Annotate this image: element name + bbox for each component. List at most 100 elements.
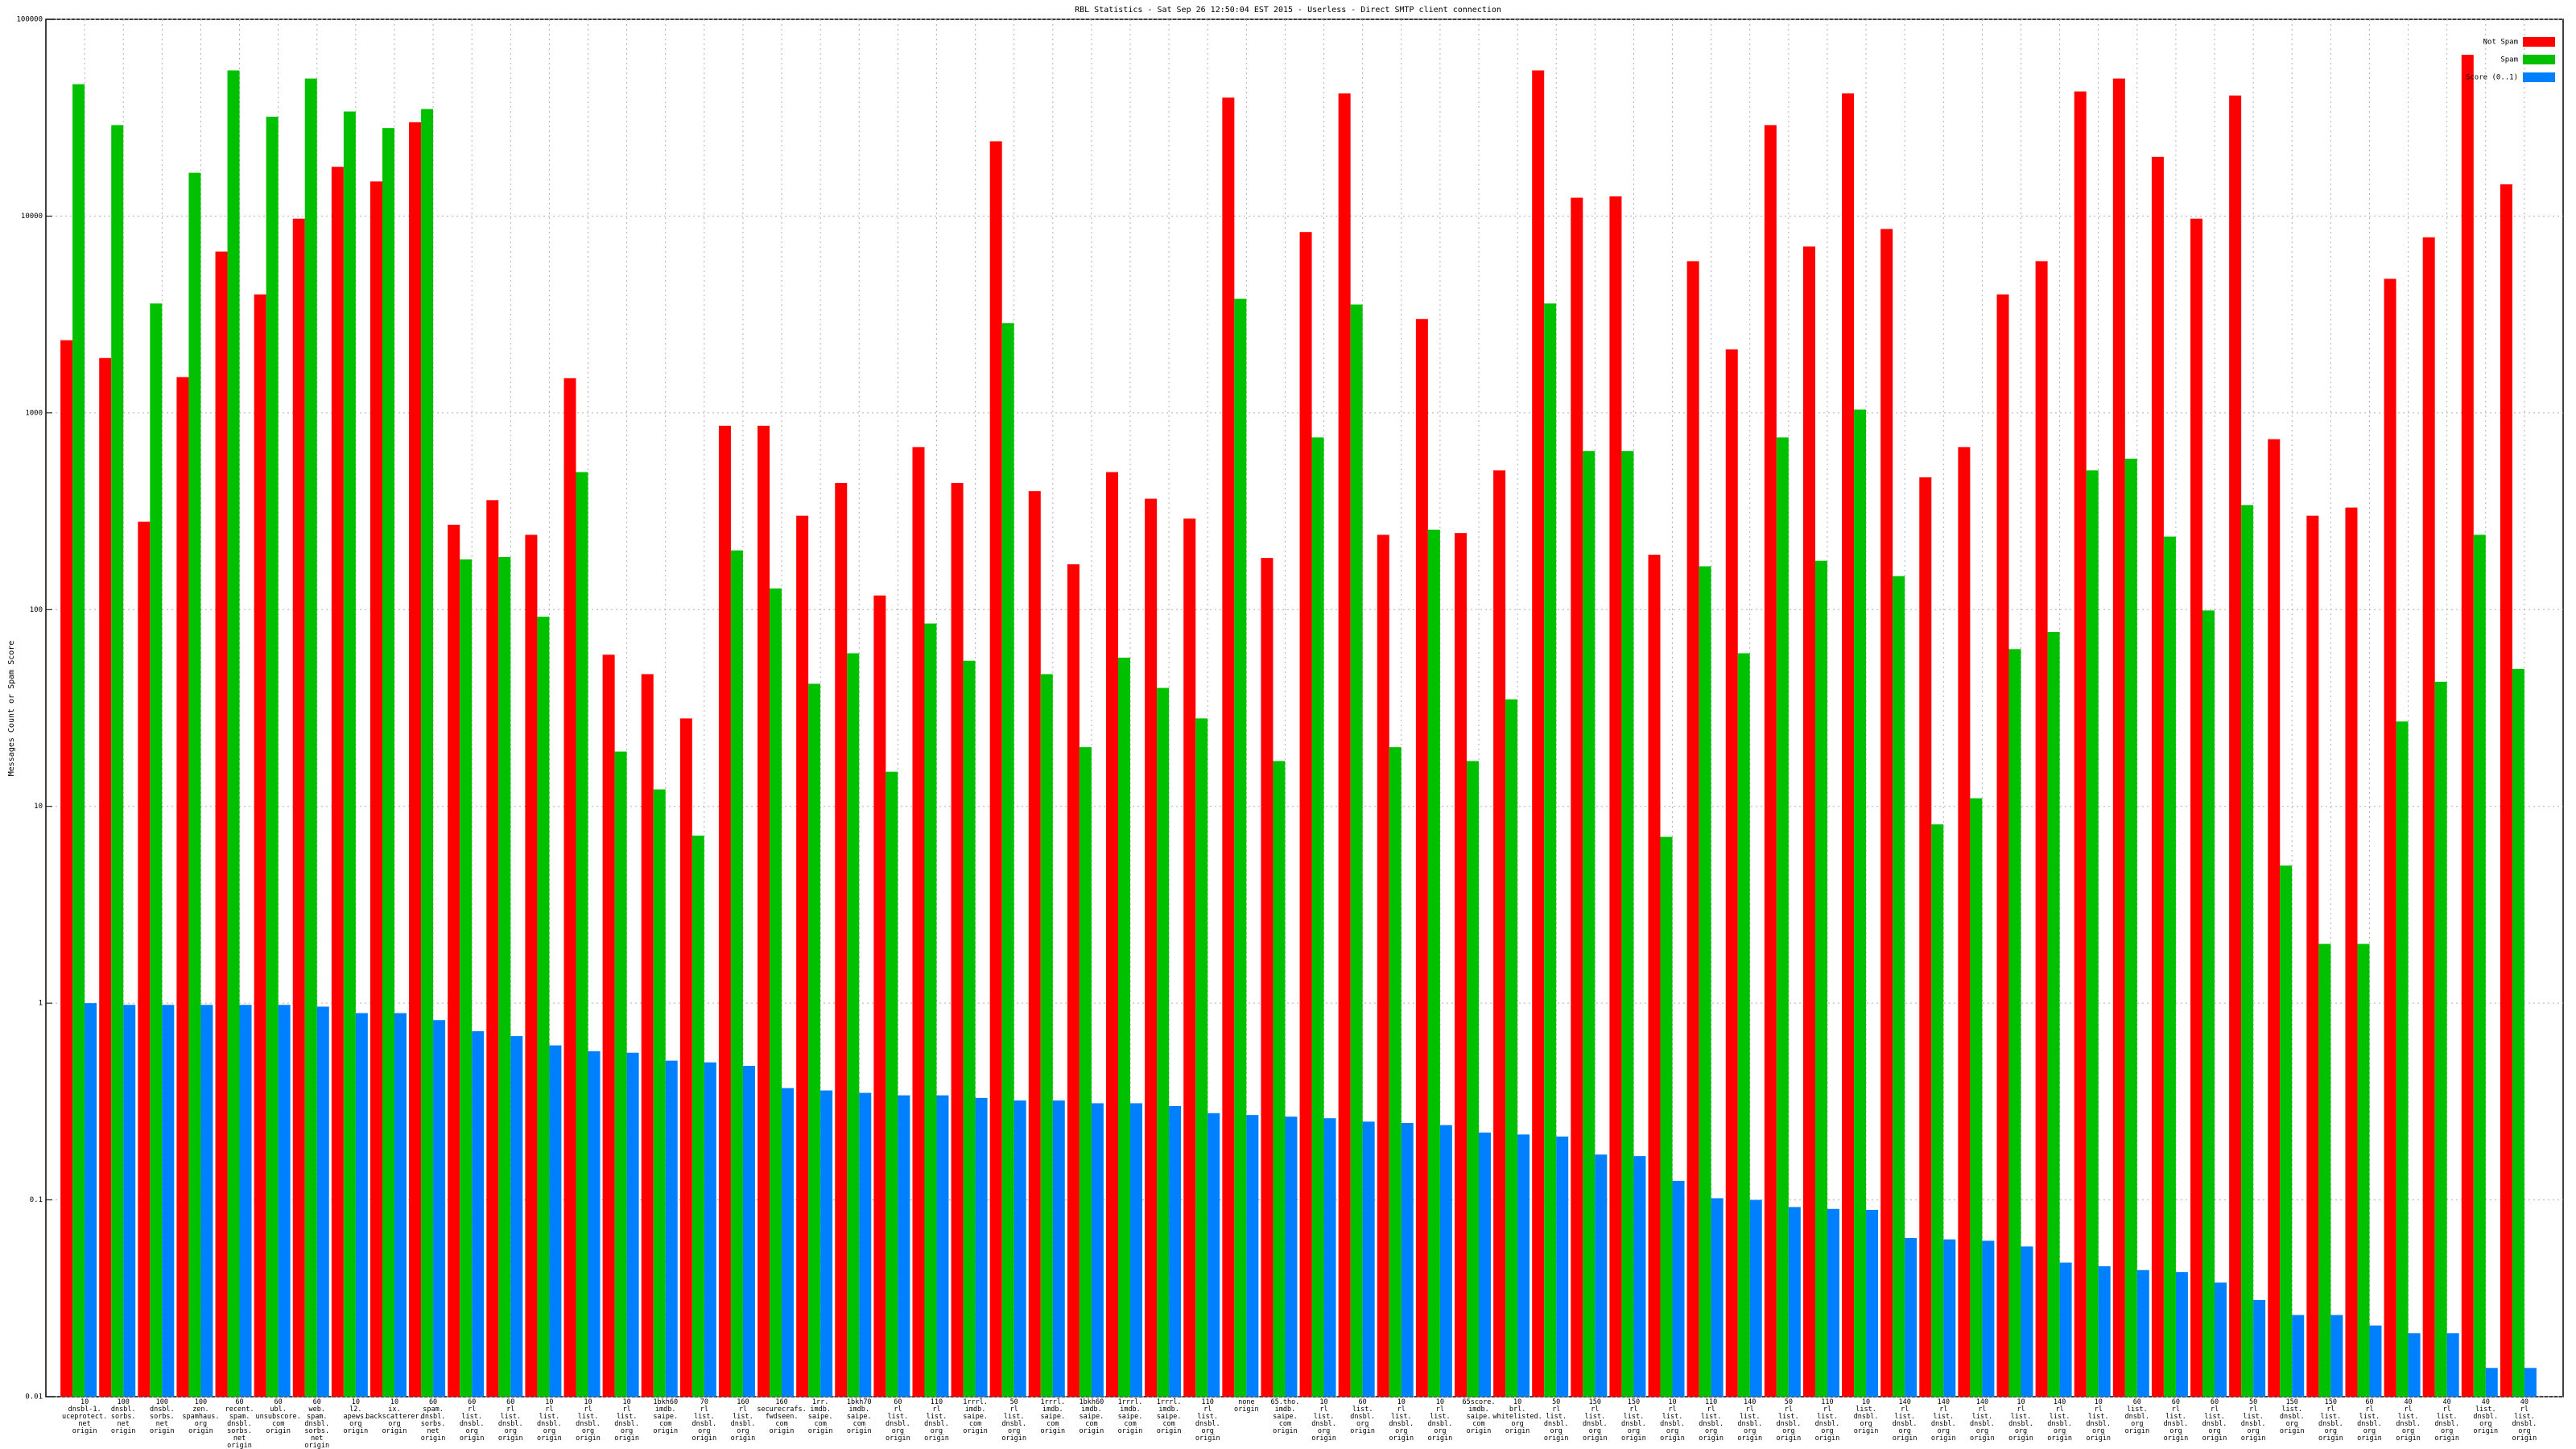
bar bbox=[2215, 1282, 2227, 1397]
bar bbox=[1106, 472, 1119, 1397]
x-tick-label: 50 rl list. dnsbl. org origin bbox=[1001, 1398, 1026, 1443]
x-tick-label: 140 rl list. dnsbl. org origin bbox=[1893, 1398, 1918, 1443]
bar bbox=[1827, 1208, 1839, 1397]
bar bbox=[200, 1005, 213, 1397]
bar bbox=[394, 1013, 407, 1397]
bar bbox=[1208, 1113, 1220, 1397]
bar bbox=[796, 515, 809, 1397]
bar bbox=[1842, 93, 1855, 1397]
bar bbox=[355, 1013, 368, 1397]
bar bbox=[602, 654, 615, 1397]
x-tick-label: 140 rl list. dnsbl. org origin bbox=[1737, 1398, 1762, 1443]
x-tick-label: 60 rl list. dnsbl. org origin bbox=[460, 1398, 485, 1443]
bar bbox=[2384, 279, 2396, 1397]
bar bbox=[1389, 747, 1402, 1397]
bar bbox=[1532, 70, 1545, 1397]
x-tick-label: 10 dnsbl-1. uceprotect. net origin bbox=[62, 1398, 107, 1435]
bar bbox=[525, 535, 538, 1397]
x-tick-label: 60 spam. dnsbl. sorbs. net origin bbox=[421, 1398, 446, 1443]
bar bbox=[758, 425, 770, 1397]
bar bbox=[1377, 535, 1389, 1397]
bar bbox=[576, 472, 588, 1397]
bar bbox=[730, 550, 743, 1397]
bar bbox=[641, 674, 654, 1397]
bar bbox=[1866, 1209, 1879, 1397]
bar bbox=[1350, 304, 1363, 1397]
y-axis-label: Messages Count or Spam Score bbox=[7, 641, 16, 777]
bar bbox=[989, 141, 1002, 1397]
bar bbox=[1299, 232, 1312, 1397]
bar bbox=[1802, 246, 1815, 1397]
bar bbox=[1222, 97, 1235, 1397]
bar bbox=[188, 172, 201, 1397]
bar bbox=[537, 617, 550, 1397]
x-tick-label: 60 rl list. dnsbl. org origin bbox=[2164, 1398, 2189, 1443]
bar bbox=[1905, 1237, 1918, 1397]
bar bbox=[111, 125, 124, 1397]
bar bbox=[1323, 1118, 1336, 1397]
bar bbox=[1169, 1105, 1182, 1397]
x-tick-label: 60 list. dnsbl. org origin bbox=[1350, 1398, 1375, 1435]
bar bbox=[85, 1003, 97, 1397]
x-tick-label: 10 rl list. dnsbl. org origin bbox=[2008, 1398, 2033, 1443]
bar bbox=[138, 521, 151, 1397]
y-tick-label: 100 bbox=[30, 606, 43, 614]
bar bbox=[1285, 1117, 1298, 1397]
bar bbox=[2422, 237, 2435, 1397]
bar bbox=[510, 1036, 523, 1397]
legend-label: Not Spam bbox=[2483, 39, 2518, 47]
x-tick-label: 10 brl. whitelisted. org origin bbox=[1492, 1398, 1542, 1435]
bar bbox=[369, 181, 382, 1397]
x-tick-label: 110 rl list. dnsbl. org origin bbox=[924, 1398, 949, 1443]
x-tick-label: 160 securecrafs. fwdseen. com origin bbox=[757, 1398, 806, 1435]
bar bbox=[1118, 657, 1131, 1397]
bar bbox=[1931, 824, 1944, 1397]
x-tick-label: 10 l2. apews. org origin bbox=[344, 1398, 369, 1435]
bar bbox=[2330, 1315, 2343, 1397]
bar bbox=[1001, 323, 1014, 1397]
bar bbox=[123, 1005, 136, 1397]
x-tick-label: 60 web. spam. dnsbl. sorbs. net origin bbox=[304, 1398, 329, 1449]
x-tick-label: 100 dnsbl. sorbs. net origin bbox=[150, 1398, 175, 1435]
x-tick-label: 100 zen. spamhaus. org origin bbox=[182, 1398, 219, 1435]
bar bbox=[2035, 261, 2048, 1397]
bar bbox=[1621, 451, 1634, 1397]
bar bbox=[2512, 668, 2524, 1397]
bar bbox=[1311, 437, 1324, 1397]
bar bbox=[653, 789, 666, 1397]
bar bbox=[1982, 1241, 1995, 1397]
x-tick-label: 150 rl list. dnsbl. org origin bbox=[1621, 1398, 1646, 1443]
x-tick-label: 10 rl list. dnsbl. org origin bbox=[1389, 1398, 1414, 1443]
bar bbox=[1517, 1134, 1530, 1397]
x-tick-label: 70 rl list. dnsbl. org origin bbox=[691, 1398, 716, 1443]
bar bbox=[278, 1005, 291, 1397]
bar bbox=[486, 500, 499, 1397]
bar bbox=[2485, 1368, 2498, 1397]
bar bbox=[1157, 687, 1170, 1397]
bar bbox=[898, 1095, 910, 1397]
x-tick-label: 65.tho. imdb. saipe. com origin bbox=[1271, 1398, 1300, 1435]
y-tick-label: 10000 bbox=[21, 213, 43, 221]
x-tick-label: 1rrrl. imdb. saipe. com origin bbox=[1118, 1398, 1143, 1435]
bar bbox=[1439, 1125, 1452, 1397]
legend-label: Score (0..1) bbox=[2466, 74, 2518, 82]
x-tick-label: 10 rl list. dnsbl. org origin bbox=[2086, 1398, 2111, 1443]
x-tick-label: 110 rl list. dnsbl. org origin bbox=[1815, 1398, 1840, 1443]
x-tick-label: 50 rl list. dnsbl. org origin bbox=[1776, 1398, 1801, 1443]
x-tick-label: 110 rl list. dnsbl. org origin bbox=[1195, 1398, 1220, 1443]
bar bbox=[1493, 470, 1506, 1397]
bar bbox=[665, 1060, 678, 1397]
x-tick-label: 60 list. dnsbl. org origin bbox=[2124, 1398, 2149, 1435]
bar bbox=[691, 836, 704, 1397]
x-tick-label: 10 rl list. dnsbl. org origin bbox=[1428, 1398, 1453, 1443]
bar bbox=[1814, 560, 1827, 1397]
y-tick-label: 100000 bbox=[16, 16, 43, 24]
bar bbox=[2098, 1266, 2111, 1397]
bar bbox=[2112, 78, 2125, 1397]
bar bbox=[782, 1088, 795, 1397]
bar bbox=[1880, 229, 1893, 1397]
bar bbox=[588, 1051, 601, 1397]
bar bbox=[1401, 1123, 1414, 1397]
bar bbox=[1454, 533, 1467, 1397]
bar bbox=[1970, 798, 1983, 1397]
